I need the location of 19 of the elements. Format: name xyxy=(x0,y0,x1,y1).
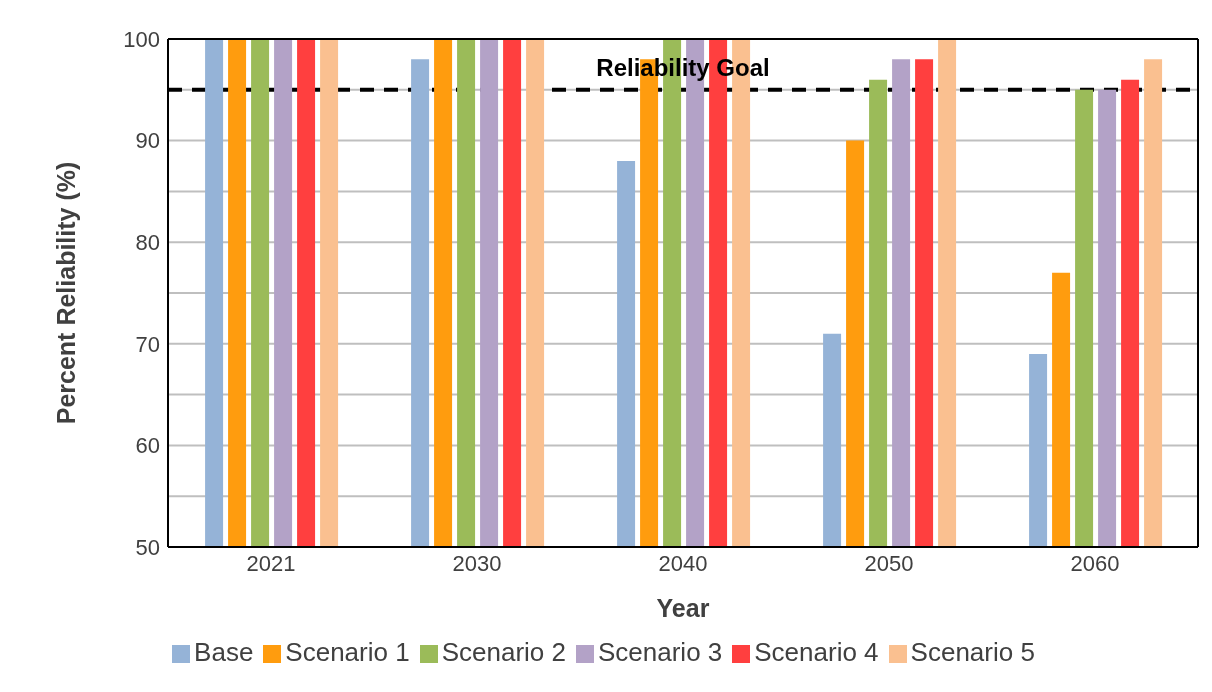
x-tick-label: 2050 xyxy=(864,550,914,576)
x-axis-title: Year xyxy=(656,593,710,622)
y-tick-label: 80 xyxy=(135,230,160,256)
y-tick-label: 50 xyxy=(135,534,160,560)
legend-label: Scenario 2 xyxy=(441,637,566,667)
legend-label: Scenario 3 xyxy=(597,637,723,667)
legend-label: Scenario 4 xyxy=(754,637,879,667)
legend-label: Base xyxy=(194,637,254,667)
legend-label: Scenario 5 xyxy=(910,637,1035,667)
x-tick-label: 2040 xyxy=(658,550,708,576)
y-tick-label: 60 xyxy=(135,433,160,459)
y-tick-label: 70 xyxy=(135,331,160,357)
x-tick-label: 2030 xyxy=(452,550,502,576)
y-axis-title: Percent Reliability (%) xyxy=(51,161,80,425)
y-tick-label: 100 xyxy=(123,26,160,52)
y-tick-label: 90 xyxy=(135,128,160,154)
x-tick-label: 2021 xyxy=(246,550,296,576)
x-tick-label: 2060 xyxy=(1070,550,1120,576)
legend-label: Scenario 1 xyxy=(285,637,410,667)
